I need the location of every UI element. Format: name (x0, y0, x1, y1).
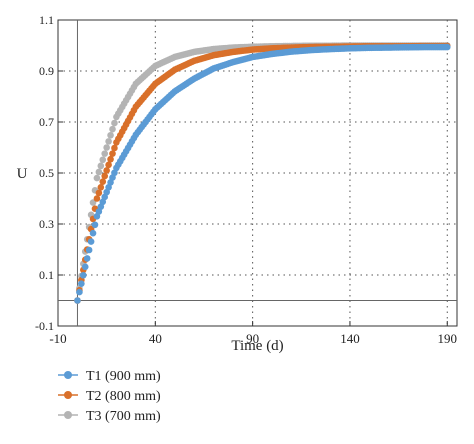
data-point (95, 168, 103, 176)
data-point (111, 119, 118, 127)
data-point (93, 195, 101, 202)
x-tick-label: 140 (340, 331, 360, 346)
y-tick-label: 0.5 (39, 166, 54, 180)
data-point (78, 280, 85, 287)
y-tick-label: 0.1 (39, 268, 54, 282)
data-point (99, 178, 107, 185)
legend-item: T1 (900 mm) (58, 369, 161, 384)
y-tick-label: 0.3 (39, 217, 54, 231)
data-point (105, 161, 112, 169)
data-point (107, 155, 114, 163)
data-point (83, 255, 91, 262)
legend-marker (64, 391, 72, 399)
data-point (109, 125, 116, 133)
y-axis-ticks: -0.1 0.1 0.3 0.5 0.7 0.9 1.1 (35, 13, 63, 333)
series-1 (74, 43, 451, 304)
data-point (103, 167, 110, 174)
data-point (97, 162, 105, 170)
legend-item: T2 (800 mm) (58, 389, 161, 404)
x-axis-ticks: -10 40 90 140 190 (49, 321, 457, 346)
x-tick-label: 40 (149, 331, 162, 346)
x-tick-label: 190 (438, 331, 458, 346)
y-tick-label: 1.1 (39, 13, 54, 27)
data-point (107, 131, 114, 139)
legend: T1 (900 mm) T2 (800 mm) T3 (700 mm) (58, 369, 161, 424)
x-tick-label: 90 (246, 331, 259, 346)
y-tick-label: 0.7 (39, 115, 54, 129)
data-point (89, 199, 97, 206)
data-point (103, 144, 110, 151)
data-point (109, 150, 116, 157)
data-point (87, 238, 95, 245)
data-point (74, 297, 81, 304)
y-tick-label: 0.9 (39, 64, 54, 78)
y-tick-label: -0.1 (35, 319, 54, 333)
data-point (95, 189, 103, 197)
legend-marker (64, 411, 72, 419)
data-point (91, 221, 99, 229)
data-point (101, 172, 109, 180)
data-point (105, 138, 112, 145)
data-point (111, 144, 118, 152)
data-point (89, 229, 97, 237)
data-point (80, 271, 87, 279)
data-point (97, 183, 105, 191)
legend-label: T2 (800 mm) (86, 389, 161, 404)
data-point (99, 156, 107, 164)
data-point (101, 150, 109, 157)
x-axis-label: Time (d) (231, 338, 283, 354)
data-point (81, 263, 89, 271)
data-point (443, 43, 451, 51)
y-axis-label: U (17, 166, 28, 182)
zero-reference-lines (58, 20, 457, 326)
legend-item: T3 (700 mm) (58, 409, 161, 424)
data-point (76, 288, 83, 296)
data-series (74, 42, 451, 304)
legend-label: T1 (900 mm) (86, 369, 161, 384)
grid-lines (58, 20, 457, 326)
x-tick-label: -10 (49, 331, 66, 346)
legend-label: T3 (700 mm) (86, 409, 161, 424)
legend-marker (64, 371, 72, 379)
data-point (85, 246, 93, 254)
data-point (93, 174, 101, 182)
